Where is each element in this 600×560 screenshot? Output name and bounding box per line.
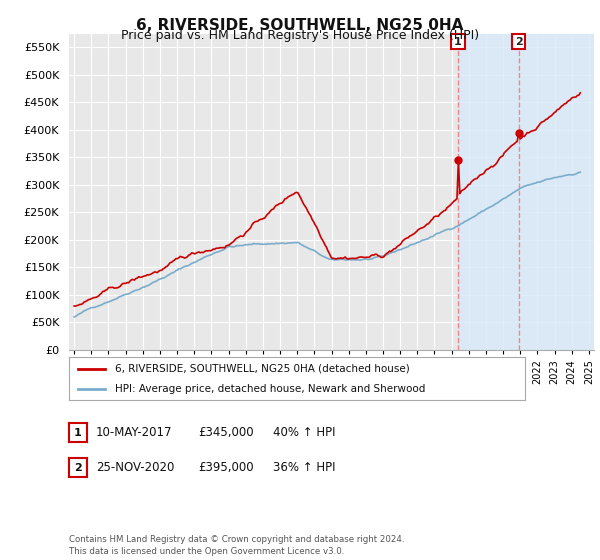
Text: Price paid vs. HM Land Registry's House Price Index (HPI): Price paid vs. HM Land Registry's House … bbox=[121, 29, 479, 42]
Text: 2: 2 bbox=[515, 36, 523, 46]
Text: 1: 1 bbox=[454, 36, 462, 46]
Text: £345,000: £345,000 bbox=[198, 426, 254, 440]
Text: 25-NOV-2020: 25-NOV-2020 bbox=[96, 461, 175, 474]
Text: 2: 2 bbox=[74, 463, 82, 473]
Bar bbox=[458, 34, 598, 350]
Text: Contains HM Land Registry data © Crown copyright and database right 2024.
This d: Contains HM Land Registry data © Crown c… bbox=[69, 535, 404, 556]
Text: 6, RIVERSIDE, SOUTHWELL, NG25 0HA (detached house): 6, RIVERSIDE, SOUTHWELL, NG25 0HA (detac… bbox=[115, 363, 409, 374]
Text: 1: 1 bbox=[74, 428, 82, 438]
Text: 36% ↑ HPI: 36% ↑ HPI bbox=[273, 461, 335, 474]
Text: HPI: Average price, detached house, Newark and Sherwood: HPI: Average price, detached house, Newa… bbox=[115, 384, 425, 394]
Text: 10-MAY-2017: 10-MAY-2017 bbox=[96, 426, 173, 440]
Text: 40% ↑ HPI: 40% ↑ HPI bbox=[273, 426, 335, 440]
Text: 6, RIVERSIDE, SOUTHWELL, NG25 0HA: 6, RIVERSIDE, SOUTHWELL, NG25 0HA bbox=[136, 18, 464, 33]
Text: £395,000: £395,000 bbox=[198, 461, 254, 474]
